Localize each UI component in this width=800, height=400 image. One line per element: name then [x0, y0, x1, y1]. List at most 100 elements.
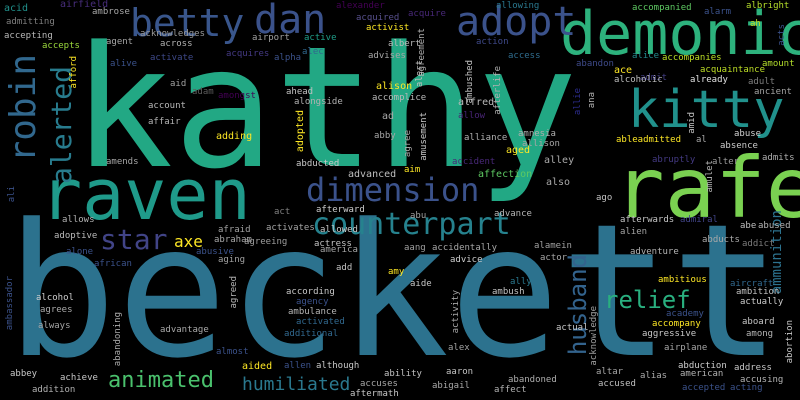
word-amongst: amongst — [218, 91, 256, 101]
word-alex: alex — [448, 343, 470, 353]
word-absence: absence — [720, 141, 758, 151]
word-alongside: alongside — [294, 97, 343, 107]
word-adult: adult — [748, 77, 776, 87]
word-humiliated: humiliated — [242, 374, 351, 395]
word-amusement: amusement — [419, 112, 429, 161]
word-alley: alley — [544, 155, 575, 166]
word-afterward: afterward — [316, 205, 365, 215]
word-admit: admit — [640, 73, 668, 83]
word-accompany: accompany — [652, 319, 701, 329]
word-abused: abused — [758, 221, 791, 231]
word-actual: actual — [556, 323, 589, 333]
word-advises: advises — [368, 51, 406, 61]
word-aid: aid — [170, 79, 187, 89]
word-agree: agree — [403, 130, 413, 158]
word-alexander: alexander — [336, 1, 385, 11]
word-airplane: airplane — [664, 343, 708, 353]
word-activity: activity — [451, 290, 461, 334]
word-admiral: admiral — [680, 215, 718, 225]
word-actually: actually — [740, 297, 784, 307]
word-raven: raven — [40, 154, 251, 236]
word-adding: adding — [216, 131, 253, 142]
word-accused: accused — [598, 379, 636, 389]
word-abbey: abbey — [10, 369, 38, 379]
word-acquire: acquire — [408, 9, 446, 19]
word-ambassador: ambassador — [5, 276, 15, 331]
word-aang: aang — [404, 243, 426, 253]
word-addict: addict — [742, 239, 775, 249]
word-acquaintance: acquaintance — [700, 65, 766, 75]
word-ad: ad — [382, 111, 395, 122]
word-advantage: advantage — [160, 325, 209, 335]
word-acknowledge: acknowledge — [589, 306, 599, 366]
word-african: african — [94, 259, 132, 269]
word-achieve: achieve — [60, 373, 98, 383]
word-allows: allows — [62, 215, 95, 225]
word-ambition: ambition — [736, 287, 780, 297]
word-ambitious: ambitious — [658, 275, 707, 285]
word-acknowledges: acknowledges — [140, 29, 206, 39]
word-albert: albert — [388, 39, 421, 49]
word-aggressive: aggressive — [642, 329, 697, 339]
word-affection: affection — [478, 169, 533, 180]
word-alcohol: alcohol — [36, 293, 74, 303]
word-actress: actress — [314, 239, 352, 249]
word-advanced: advanced — [348, 169, 397, 180]
word-star: star — [100, 223, 168, 256]
word-alec: alec — [302, 47, 324, 57]
word-ana: ana — [587, 92, 597, 109]
word-beckett: beckett — [6, 185, 782, 399]
word-allowing: allowing — [496, 1, 540, 11]
word-abandon: abandon — [576, 59, 614, 69]
word-aided: aided — [242, 361, 273, 372]
word-amulet: amulet — [705, 160, 715, 193]
word-abandoning: abandoning — [113, 312, 123, 367]
word-allen: allen — [284, 361, 312, 371]
word-abducted: abducted — [296, 159, 340, 169]
word-albright: albright — [746, 1, 790, 11]
word-aboard: aboard — [742, 317, 775, 327]
word-al: al — [696, 135, 707, 145]
word-alamein: alamein — [534, 241, 572, 251]
word-airport: airport — [252, 33, 290, 43]
word-amends: amends — [106, 157, 139, 167]
word-aaron: aaron — [446, 367, 474, 377]
word-advice: advice — [450, 255, 483, 265]
word-alias: alias — [640, 371, 668, 381]
word-abduction: abduction — [678, 361, 727, 371]
word-affair: affair — [148, 117, 181, 127]
word-alien: alien — [620, 227, 648, 237]
word-aim: aim — [404, 165, 421, 175]
word-accomplice: accomplice — [372, 93, 427, 103]
word-amnesia: amnesia — [518, 129, 556, 139]
word-accident: accident — [452, 157, 496, 167]
word-aged: aged — [506, 145, 531, 156]
word-aircraft: aircraft — [730, 279, 774, 289]
word-add: add — [336, 263, 353, 273]
word-alcoholic: alcoholic — [614, 75, 663, 85]
word-alliance: alliance — [464, 133, 508, 143]
word-alert: alert — [415, 60, 425, 88]
word-animated: animated — [108, 368, 214, 393]
word-active: active — [304, 33, 337, 43]
word-betty: betty — [130, 1, 245, 45]
word-account: account — [148, 101, 186, 111]
word-alison: alison — [376, 81, 413, 92]
word-demonic: demonic — [560, 0, 800, 69]
word-ambush: ambush — [492, 287, 525, 297]
word-america: america — [320, 245, 358, 255]
word-accepting: accepting — [4, 31, 53, 41]
word-adopt: adopt — [456, 0, 577, 45]
word-abigail: abigail — [432, 381, 470, 391]
word-although: although — [316, 361, 360, 371]
word-abortion: abortion — [785, 320, 795, 364]
word-rafe: rafe — [614, 139, 800, 237]
word-kitty: kitty — [628, 80, 785, 140]
word-adopted: adopted — [295, 110, 306, 153]
word-actor: actor — [540, 253, 568, 263]
word-also: also — [546, 177, 571, 188]
word-addition: addition — [32, 385, 76, 395]
word-axe: axe — [174, 232, 203, 251]
word-altar: altar — [596, 367, 624, 377]
word-activated: activated — [296, 317, 345, 327]
